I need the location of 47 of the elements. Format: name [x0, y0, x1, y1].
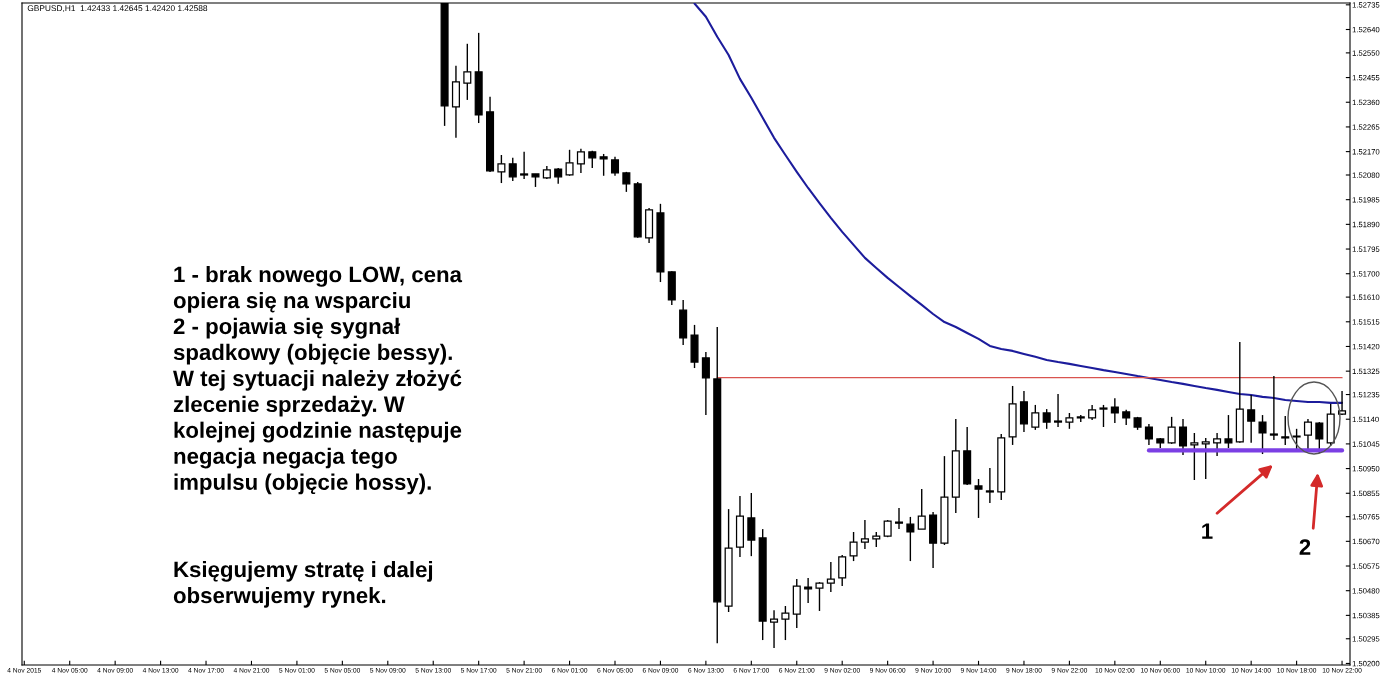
candlestick	[826, 561, 835, 593]
candlestick	[849, 531, 858, 562]
candlestick	[894, 507, 904, 530]
annotation: Księgujemy stratę i dalej obserwujemy rynek.	[173, 561, 433, 608]
candlestick	[1178, 418, 1188, 456]
candlestick	[701, 351, 710, 416]
candlestick	[1054, 393, 1063, 428]
candlestick	[1224, 414, 1233, 449]
candlestick	[565, 149, 574, 177]
candlestick	[497, 154, 506, 184]
text: 1 - brak nowego LOW, cena opiera się na wsparciu 2 - pojawia się sygnał spadkowy (objęcie bessy). W tej sytuacji należy złożyć zlecenie sprzedaży. W kolejnej godzinie następuje negacja negacja tego impulsu (objęcie hossy).	[173, 266, 463, 495]
annotation: 2	[1299, 539, 1311, 555]
candlestick	[1201, 437, 1210, 480]
candlestick	[804, 577, 813, 604]
candlestick	[576, 148, 585, 174]
candlestick	[747, 492, 756, 557]
candlestick	[1190, 432, 1199, 481]
candlestick	[1258, 414, 1267, 455]
candlestick	[1019, 390, 1028, 433]
candlestick	[974, 478, 983, 519]
candlestick	[1303, 418, 1313, 451]
candlestick	[1144, 423, 1153, 446]
candlestick	[610, 156, 620, 177]
candlestick	[1167, 416, 1176, 445]
candlestick	[838, 554, 847, 587]
candlestick	[1247, 394, 1256, 444]
candlestick	[1099, 404, 1108, 428]
candlestick	[508, 157, 517, 182]
candlestick	[1031, 404, 1040, 431]
candlestick	[985, 467, 994, 504]
candlestick	[1281, 415, 1290, 446]
annotation: 1	[1202, 523, 1213, 539]
candlestick	[1213, 432, 1222, 457]
line-series	[693, 3, 1344, 404]
candlestick	[1269, 375, 1278, 441]
candlestick	[770, 609, 779, 649]
candlestick	[917, 488, 926, 530]
candlestick	[1110, 397, 1119, 424]
candlestick	[906, 516, 915, 562]
candlestick	[781, 605, 790, 641]
candlestick	[463, 43, 472, 101]
candlestick	[599, 153, 608, 177]
candlestick	[1042, 408, 1051, 430]
candlestick	[860, 519, 869, 550]
candlestick	[815, 581, 824, 612]
candlestick	[520, 151, 529, 180]
chart-title: GBPUSD,H1 1.42433 1.42645 1.42420 1.42588	[27, 5, 208, 13]
